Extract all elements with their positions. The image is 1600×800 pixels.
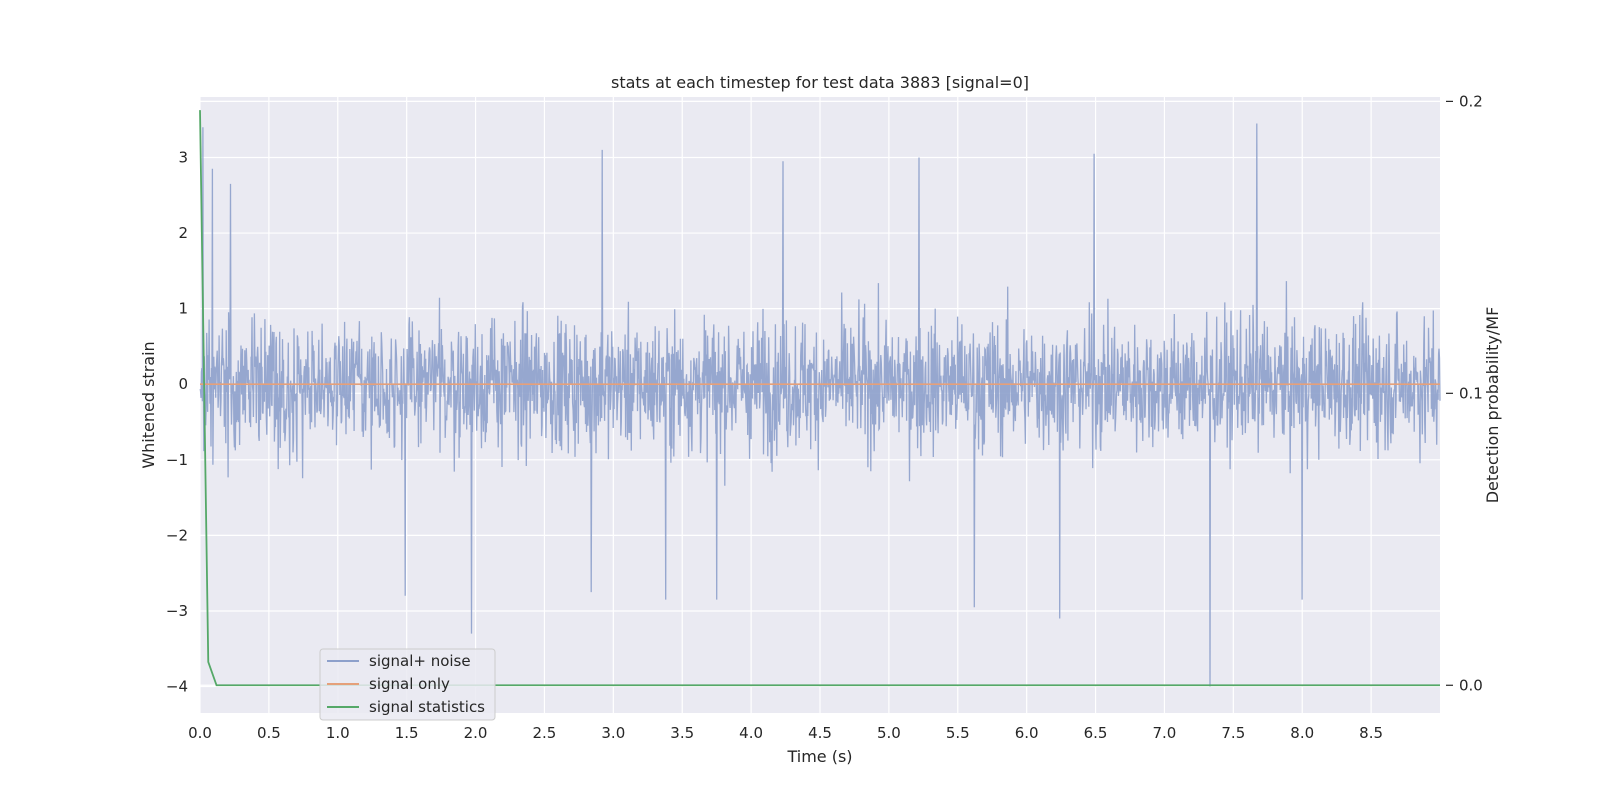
x-tick-label: 3.0 — [601, 724, 625, 742]
x-tick-label: 3.5 — [670, 724, 694, 742]
x-tick-label: 1.0 — [326, 724, 350, 742]
y-tick-label: 1 — [178, 300, 188, 318]
chart-title: stats at each timestep for test data 388… — [611, 73, 1029, 92]
x-tick-label: 4.0 — [739, 724, 763, 742]
series-layer — [199, 110, 1441, 687]
y2-tick-label: 0.2 — [1459, 92, 1483, 110]
y-axis-label: Whitened strain — [139, 341, 158, 468]
legend-label-signal-only: signal only — [369, 675, 450, 693]
y-tick-label: −4 — [166, 678, 188, 696]
y-tick-label: 2 — [178, 224, 188, 242]
legend: signal+ noise signal only signal statist… — [319, 648, 496, 721]
x-tick-label: 8.5 — [1359, 724, 1383, 742]
x-tick-label: 5.0 — [877, 724, 901, 742]
y-tick-label: −2 — [166, 526, 188, 544]
axis-ticks: 0.0 0.5 1.0 1.5 2.0 2.5 3.0 3.5 4.0 4.5 5.0 5.5 6.0 6… — [166, 92, 1483, 742]
x-tick-label: 6.5 — [1084, 724, 1108, 742]
y-tick-label: −3 — [166, 602, 188, 620]
x-tick-label: 0.0 — [188, 724, 212, 742]
x-tick-label: 6.0 — [1015, 724, 1039, 742]
series-signal-statistics-line — [199, 110, 1440, 687]
y-tick-label: 3 — [178, 148, 188, 166]
x-axis-label: Time (s) — [786, 747, 852, 766]
x-tick-label: 1.5 — [395, 724, 419, 742]
legend-frame — [319, 648, 496, 721]
x-tick-label: 0.5 — [257, 724, 281, 742]
y2-axis-label: Detection probability/MF — [1483, 307, 1502, 504]
x-tick-label: 2.5 — [533, 724, 557, 742]
x-tick-label: 8.0 — [1290, 724, 1314, 742]
legend-label-signal-noise: signal+ noise — [369, 652, 471, 670]
x-tick-label: 2.0 — [464, 724, 488, 742]
x-tick-label: 5.5 — [946, 724, 970, 742]
legend-label-signal-statistics: signal statistics — [369, 698, 485, 716]
y-tick-label: −1 — [166, 451, 188, 469]
y2-tick-label: 0.1 — [1459, 384, 1483, 402]
x-tick-label: 7.0 — [1153, 724, 1177, 742]
y-tick-label: 0 — [178, 375, 188, 393]
x-tick-label: 4.5 — [808, 724, 832, 742]
y2-tick-label: 0.0 — [1459, 676, 1483, 694]
x-tick-label: 7.5 — [1221, 724, 1245, 742]
